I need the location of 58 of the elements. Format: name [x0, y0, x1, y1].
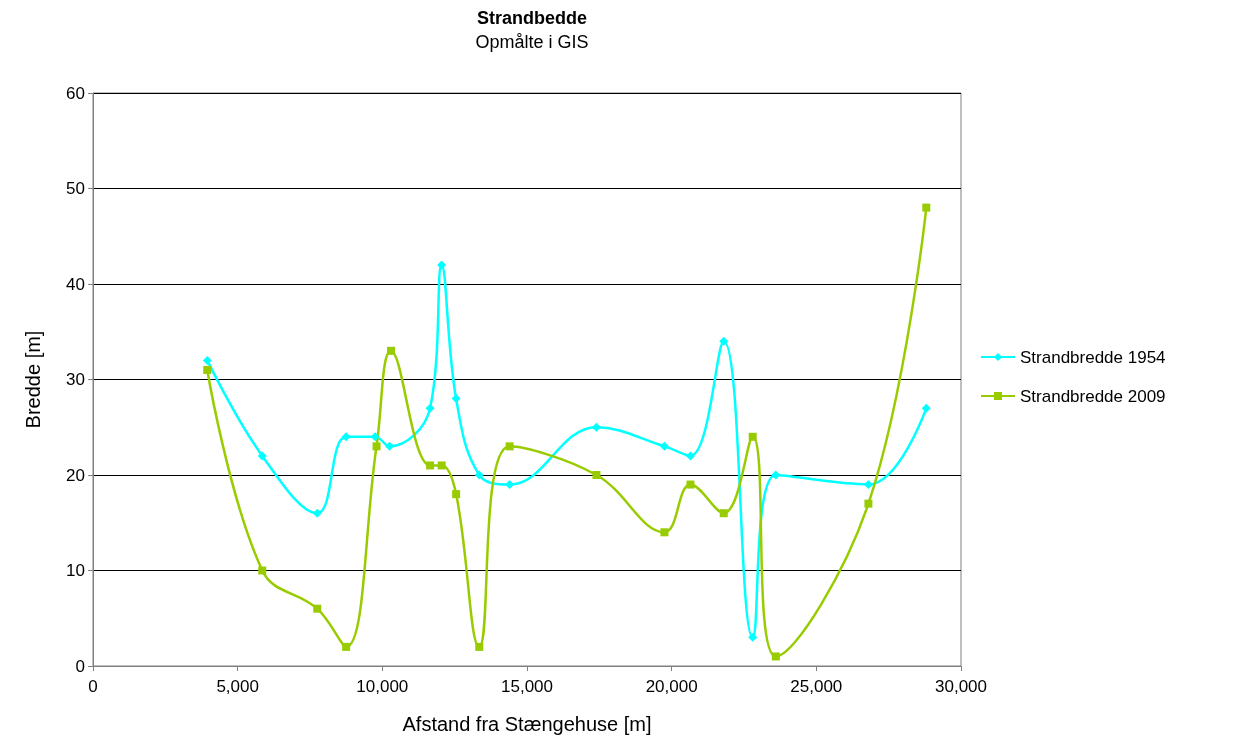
chart-subtitle: Opmålte i GIS [475, 32, 589, 52]
point [475, 642, 484, 651]
point [437, 461, 446, 470]
y-tick-label: 40 [66, 274, 85, 294]
x-tick-label: 30,000 [935, 677, 987, 696]
y-tick-label: 60 [66, 83, 85, 103]
point [591, 422, 601, 432]
point [660, 528, 669, 537]
point [372, 442, 381, 451]
point [474, 470, 484, 480]
x-axis-title: Afstand fra Stængehuse [m] [402, 713, 652, 735]
point [203, 365, 212, 374]
x-tick-label: 20,000 [645, 677, 698, 696]
point [312, 508, 322, 518]
x-tick-label: 5,000 [216, 677, 259, 696]
y-tick-label: 50 [66, 179, 85, 198]
x-tick-label: 0 [88, 677, 98, 696]
point [921, 403, 931, 413]
point [685, 451, 695, 461]
point [505, 480, 515, 490]
point [425, 403, 435, 413]
point [385, 441, 395, 451]
x-tick-label: 15,000 [501, 677, 553, 696]
chart-title: Strandbedde [476, 8, 588, 28]
legend-label: Strandbredde 1954 [1020, 347, 1166, 367]
point [257, 451, 267, 461]
point [452, 490, 461, 499]
point [686, 480, 695, 489]
y-tick-label: 20 [66, 465, 85, 485]
point [505, 442, 514, 451]
point [748, 632, 758, 642]
point [426, 461, 435, 470]
point [659, 441, 669, 451]
point [771, 470, 781, 480]
point [437, 260, 447, 270]
point [342, 642, 351, 651]
y-tick-label: 0 [75, 656, 85, 676]
point [748, 432, 757, 441]
point [370, 432, 380, 442]
point [202, 355, 212, 365]
point [922, 203, 931, 212]
point [719, 336, 729, 346]
point [387, 346, 396, 355]
point [258, 566, 267, 575]
point [863, 480, 873, 490]
point [341, 432, 351, 442]
point [313, 604, 322, 613]
x-tick-label: 25,000 [790, 677, 843, 696]
y-tick-label: 30 [66, 370, 85, 389]
y-axis-title: Bredde [m] [22, 330, 44, 429]
point [864, 499, 873, 508]
x-tick-label: 10,000 [356, 677, 409, 696]
point [771, 652, 780, 661]
point [451, 394, 461, 404]
point [719, 509, 728, 518]
y-tick-label: 10 [66, 561, 85, 580]
legend-label: Strandbredde 2009 [1020, 386, 1166, 406]
point [592, 471, 601, 479]
